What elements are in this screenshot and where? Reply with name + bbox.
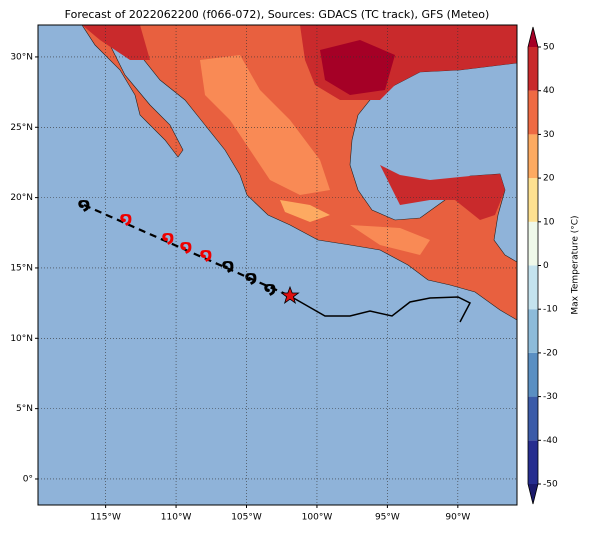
colorbar-tick-label: -20 bbox=[543, 348, 558, 358]
colorbar-label: Max Temperature (°C) bbox=[571, 215, 581, 314]
colorbar-segment bbox=[528, 265, 538, 310]
colorbar-tick-label: -40 bbox=[543, 436, 558, 446]
colorbar-segment bbox=[528, 396, 538, 441]
colorbar-tick-label: 40 bbox=[543, 86, 555, 96]
svg-text:໑: ໑ bbox=[222, 256, 234, 275]
colorbar-tick-label: 10 bbox=[543, 217, 555, 227]
svg-text:໑: ໑ bbox=[264, 279, 276, 298]
colorbar-tick-label: -10 bbox=[543, 305, 558, 315]
colorbar-segment bbox=[528, 352, 538, 397]
x-tick-label: 115°W bbox=[90, 513, 121, 523]
y-tick-label: 15°N bbox=[10, 263, 33, 273]
x-tick-label: 110°W bbox=[161, 513, 192, 523]
current-position bbox=[280, 285, 300, 305]
colorbar-segment bbox=[528, 178, 538, 222]
colorbar-tick-label: -30 bbox=[543, 392, 558, 402]
colorbar-segment bbox=[528, 221, 538, 266]
colorbar-tick-label: -50 bbox=[543, 480, 558, 490]
colorbar-tick-label: 20 bbox=[543, 174, 555, 184]
colorbar-tick-label: 50 bbox=[543, 43, 555, 53]
colorbar-tick-label: 30 bbox=[543, 130, 555, 140]
colorbar-over bbox=[528, 27, 538, 47]
colorbar-segment bbox=[528, 90, 538, 135]
y-tick-label: 30°N bbox=[10, 52, 33, 62]
y-tick-label: 20°N bbox=[10, 193, 33, 203]
storm-symbols: ໑ ໑ ໑ ໑ ໑ ໑ ໑ ໑ bbox=[78, 195, 276, 298]
y-tick-label: 5°N bbox=[16, 404, 33, 414]
colorbar-segment bbox=[528, 134, 538, 179]
y-tick-label: 25°N bbox=[10, 123, 33, 133]
colorbar-under bbox=[528, 484, 538, 504]
storm-track: ໑ ໑ ໑ ໑ ໑ ໑ ໑ ໑ bbox=[78, 195, 472, 323]
colorbar-tick-label: 0 bbox=[543, 261, 549, 271]
y-tick-label: 10°N bbox=[10, 334, 33, 344]
colorbar-segment bbox=[528, 47, 538, 91]
svg-text:໑: ໑ bbox=[180, 237, 192, 256]
svg-text:໑: ໑ bbox=[200, 245, 212, 264]
x-tick-label: 95°W bbox=[375, 513, 400, 523]
svg-text:໑: ໑ bbox=[120, 209, 132, 228]
x-tick-label: 100°W bbox=[302, 513, 333, 523]
x-tick-label: 105°W bbox=[231, 513, 262, 523]
svg-text:໑: ໑ bbox=[78, 195, 90, 214]
temperature-patches bbox=[82, 25, 517, 255]
map-frame bbox=[37, 24, 518, 506]
svg-text:໑: ໑ bbox=[162, 228, 174, 247]
svg-text:໑: ໑ bbox=[245, 268, 257, 287]
y-tick-label: 0° bbox=[23, 474, 33, 484]
map-title: Forecast of 2022062200 (f066-072), Sourc… bbox=[65, 8, 490, 21]
colorbar-segment bbox=[528, 440, 538, 484]
forecast-track bbox=[83, 203, 291, 298]
x-tick-label: 90°W bbox=[445, 513, 470, 523]
past-track bbox=[289, 295, 472, 323]
colorbar-segment bbox=[528, 309, 538, 353]
